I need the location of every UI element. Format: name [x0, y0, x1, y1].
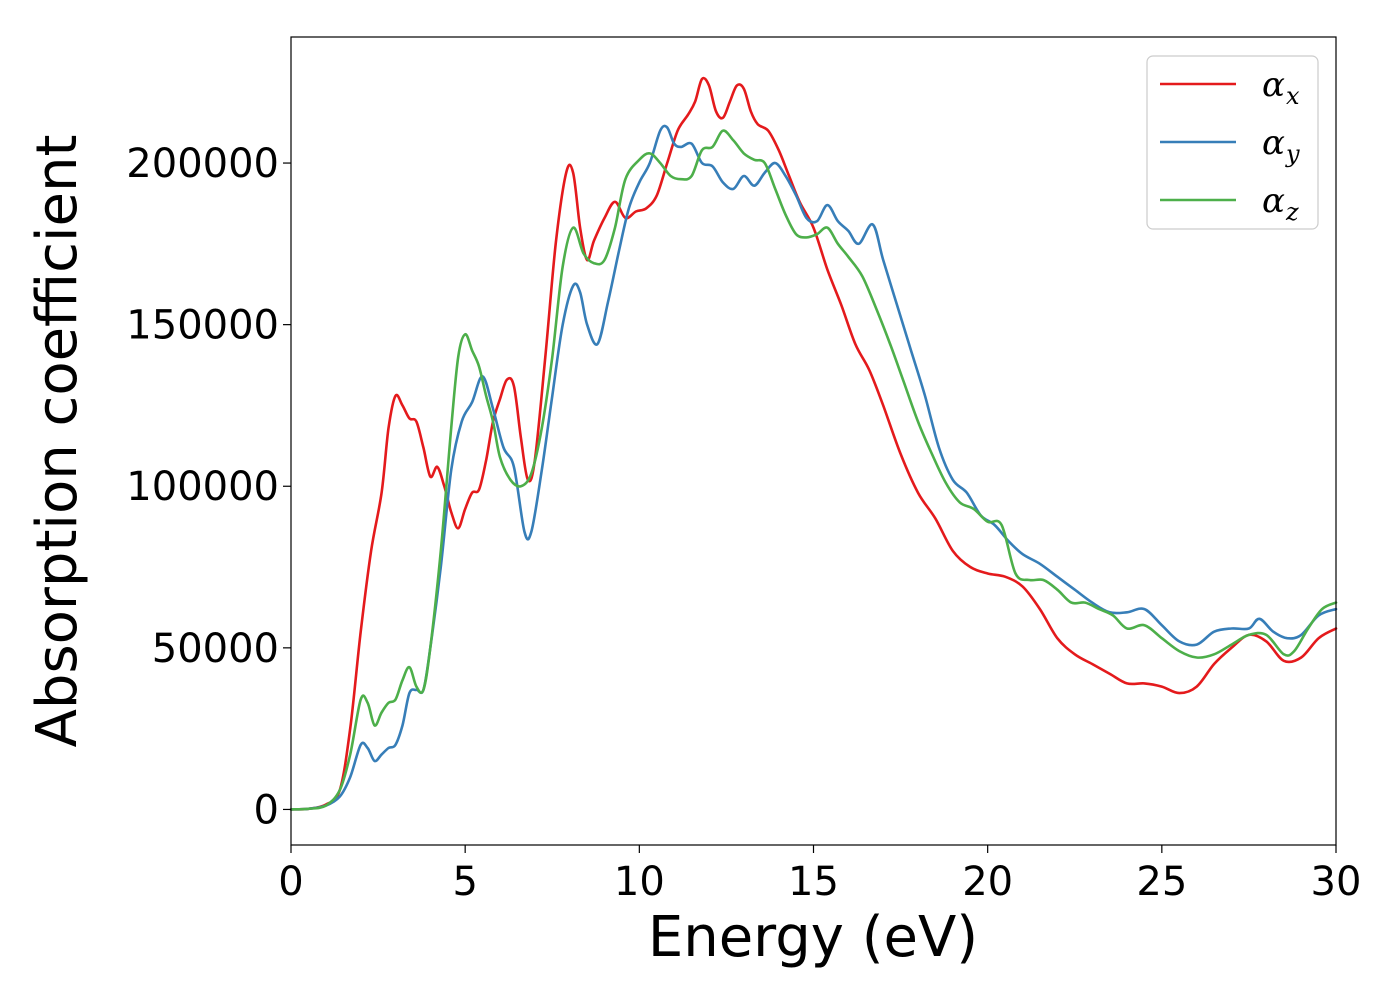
y-tick-label: 50000 — [152, 626, 279, 672]
series-line-alpha-z — [289, 129, 1338, 811]
x-axis-ticks: 0 5 10 15 20 25 30 — [278, 845, 1361, 905]
x-tick-label: 20 — [962, 859, 1013, 905]
x-tick-label: 10 — [614, 859, 665, 905]
x-tick-label: 5 — [452, 859, 477, 905]
y-tick-label: 200000 — [126, 141, 279, 187]
legend-subscript: x — [1286, 82, 1300, 110]
x-tick-label: 30 — [1311, 859, 1362, 905]
legend-subscript: z — [1285, 198, 1299, 226]
series-line-alpha-x — [289, 76, 1338, 811]
y-tick-label: 0 — [254, 787, 279, 833]
y-axis-ticks: 0 50000 100000 150000 200000 — [126, 141, 291, 833]
legend-subscript: y — [1285, 140, 1300, 168]
legend-label-alpha-x: αx — [1262, 65, 1300, 110]
y-axis-title: Absorption coefficient — [25, 135, 90, 748]
x-tick-label: 15 — [788, 859, 839, 905]
x-tick-label: 0 — [278, 859, 303, 905]
x-tick-label: 25 — [1136, 859, 1187, 905]
x-axis-title: Energy (eV) — [648, 905, 978, 970]
y-tick-label: 150000 — [126, 303, 279, 349]
legend-label-alpha-y: αy — [1262, 123, 1300, 168]
plot-lines — [289, 76, 1338, 811]
y-tick-label: 100000 — [126, 464, 279, 510]
